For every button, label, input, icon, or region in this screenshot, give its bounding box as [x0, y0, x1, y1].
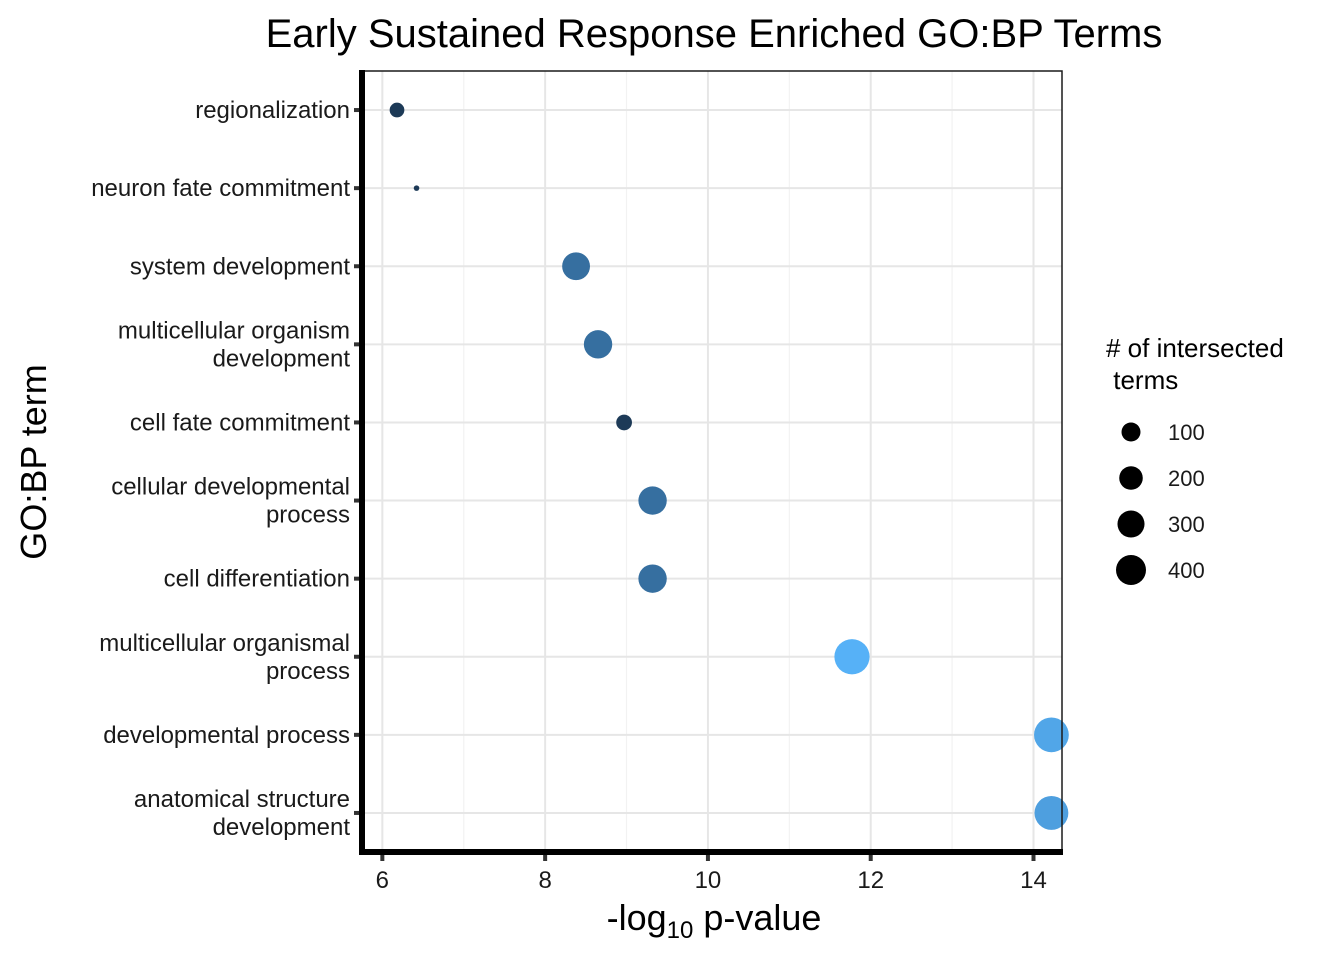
y-tick-label: multicellular organism development: [118, 317, 350, 372]
data-point: [1034, 717, 1069, 753]
data-point: [616, 414, 632, 431]
y-tick-label-line: regionalization: [195, 97, 350, 124]
y-tick-label-line: process: [266, 502, 350, 529]
legend-title-line: terms: [1106, 365, 1178, 395]
legend-key-circle: [1119, 466, 1143, 490]
y-tick-label: regionalization: [195, 97, 350, 124]
x-tick-label: 14: [1020, 867, 1047, 894]
legend-label: 400: [1168, 558, 1205, 583]
y-tick-label: anatomical structure development: [134, 786, 350, 841]
y-tick-label: system development: [130, 253, 350, 280]
x-axis-title: -log10 p-value: [607, 897, 822, 944]
y-tick-label-line: system development: [130, 253, 350, 280]
legend-label: 100: [1168, 420, 1205, 445]
y-tick-label: multicellular organismal process: [99, 630, 350, 685]
y-tick-label-line: multicellular organism: [118, 317, 350, 344]
legend-key-circle: [1121, 422, 1141, 442]
y-tick-label-line: anatomical structure: [134, 786, 350, 813]
data-point: [583, 330, 613, 359]
x-tick-label: 10: [695, 867, 722, 894]
y-tick-label-line: development: [213, 814, 351, 841]
y-tick-label: neuron fate commitment: [91, 175, 350, 202]
data-point: [1034, 796, 1069, 830]
x-tick-label: 12: [857, 867, 884, 894]
y-tick-label: cell fate commitment: [130, 409, 350, 436]
legend-title-line: # of intersected: [1106, 333, 1284, 363]
y-tick-label-line: developmental process: [103, 722, 350, 749]
data-point: [834, 639, 870, 675]
plot-background: [362, 71, 1062, 852]
y-tick-label-line: development: [213, 345, 351, 372]
x-axis-title-subscript: 10: [667, 917, 694, 944]
data-point: [638, 564, 667, 593]
y-tick-label-line: cell differentiation: [164, 566, 350, 593]
data-point: [413, 185, 420, 191]
size-legend: # of intersected terms 100 200 300 400: [1106, 333, 1284, 585]
legend-title: # of intersected terms: [1106, 333, 1284, 395]
y-tick-label-line: cell fate commitment: [130, 409, 350, 436]
legend-label: 200: [1168, 466, 1205, 491]
data-point: [638, 486, 667, 515]
legend-label: 300: [1168, 512, 1205, 537]
legend-key-circle: [1117, 510, 1145, 538]
y-tick-label: cellular developmental process: [111, 474, 350, 529]
y-tick-label-line: neuron fate commitment: [91, 175, 350, 202]
x-tick-label: 8: [538, 867, 551, 894]
y-tick-label-line: multicellular organismal: [99, 630, 350, 657]
x-tick-label: 6: [376, 867, 389, 894]
x-axis-title-rest: p-value: [693, 897, 821, 938]
legend-key-circle: [1116, 555, 1146, 585]
y-axis-title: GO:BP term: [13, 364, 54, 559]
data-point: [562, 252, 590, 281]
y-tick-label: cell differentiation: [164, 566, 350, 593]
y-tick-label-line: cellular developmental: [111, 474, 350, 501]
data-point: [389, 102, 405, 118]
plot-area: [362, 71, 1069, 852]
y-tick-label-line: process: [266, 658, 350, 685]
y-tick-label: developmental process: [103, 722, 350, 749]
chart-title: Early Sustained Response Enriched GO:BP …: [266, 12, 1163, 56]
x-axis-title-main: -log: [607, 897, 667, 938]
axes: 6 8 10 12 14 regionalization neuron fate commi…: [91, 70, 1063, 894]
